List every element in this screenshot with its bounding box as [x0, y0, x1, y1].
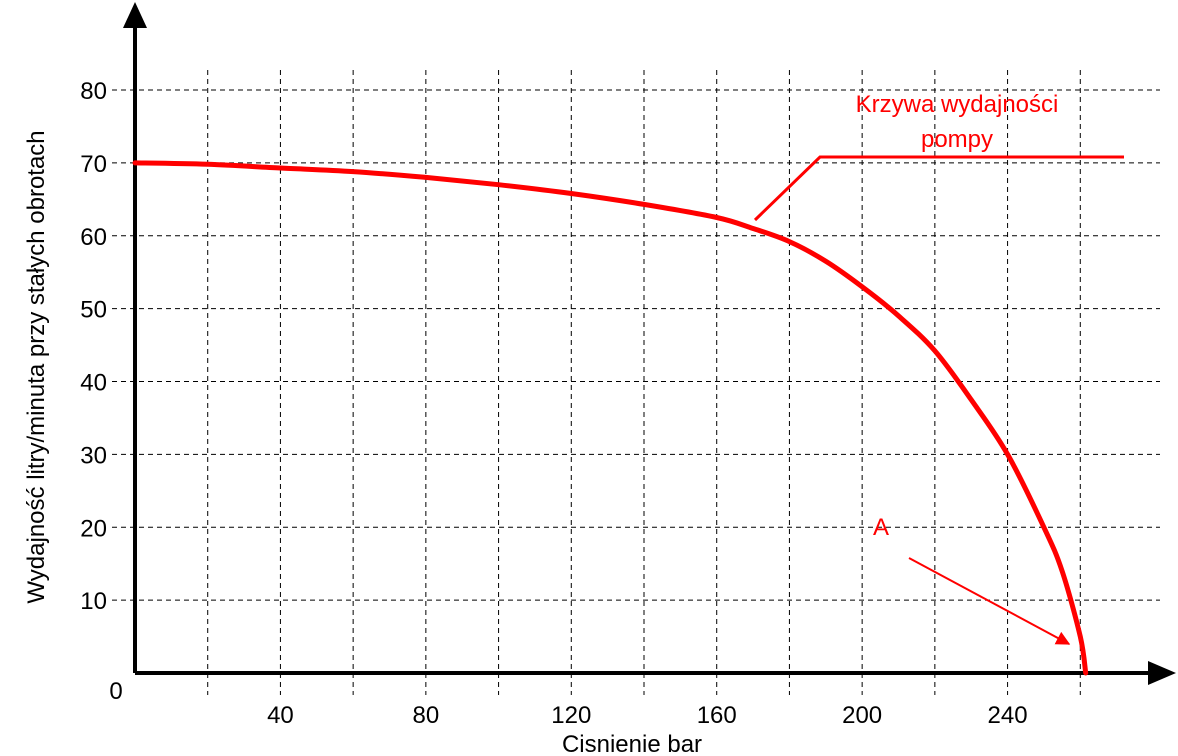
y-axis-arrowhead [123, 2, 147, 28]
point-a-annotation: A [873, 514, 1071, 645]
y-tick-labels: 10 20 30 40 50 60 70 80 [80, 78, 107, 615]
y-tick-label: 30 [80, 442, 107, 469]
y-tick-label: 60 [80, 224, 107, 251]
x-axis-title: Cisnienie bar [562, 731, 702, 756]
x-tick-label: 80 [413, 702, 440, 729]
curve-label-line-2: pompy [921, 126, 993, 153]
axes [123, 2, 1176, 685]
x-tick-label: 120 [551, 702, 591, 729]
y-tick-label: 50 [80, 297, 107, 324]
x-axis-arrowhead [1148, 661, 1176, 685]
y-tick-label: 40 [80, 370, 107, 397]
x-tick-label: 200 [842, 702, 882, 729]
y-tick-label: 70 [80, 151, 107, 178]
curve-label-line-1: Krzywa wydajności [856, 91, 1059, 118]
x-tick-label: 40 [267, 702, 294, 729]
y-tick-label: 20 [80, 515, 107, 542]
series-layer [132, 160, 1089, 676]
y-tick-label: 80 [80, 78, 107, 105]
x-tick-label: 160 [697, 702, 737, 729]
y-tick-label: 10 [80, 588, 107, 615]
curve-label-annotation: Krzywa wydajności pompy [753, 91, 1124, 222]
x-tick-label: 240 [988, 702, 1028, 729]
x-tick-labels: 40 80 120 160 200 240 [267, 702, 1028, 729]
series-line-pump-curve [132, 160, 1089, 676]
grid [112, 70, 1160, 695]
y-axis-title: Wydajność litry/minuta przy stałych obro… [23, 130, 50, 603]
origin-label: 0 [109, 678, 122, 705]
point-a-label: A [873, 514, 889, 541]
curve-label-leader [753, 155, 1124, 222]
point-a-arrow [908, 557, 1071, 645]
